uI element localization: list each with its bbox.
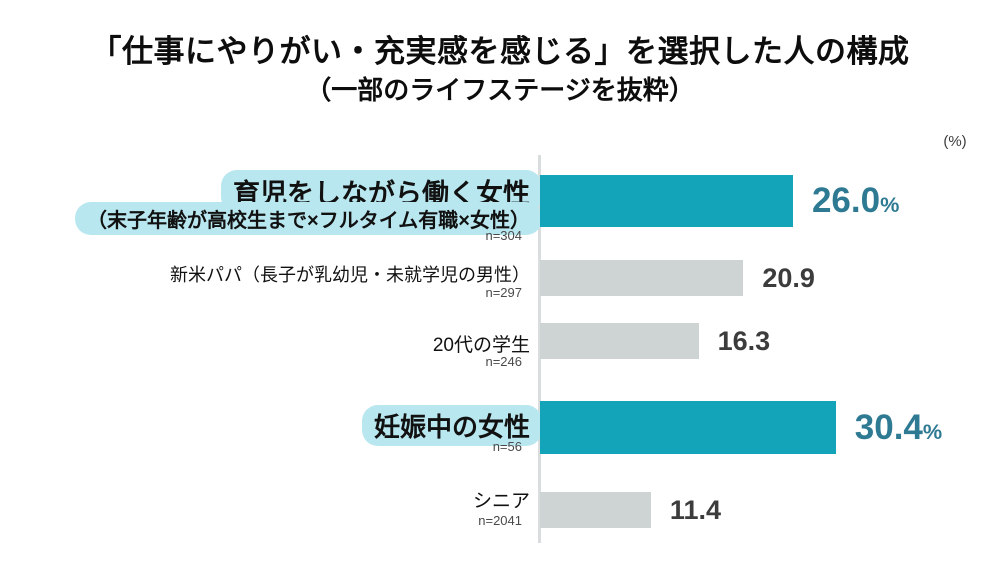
bar-value: 11.4 xyxy=(670,492,721,528)
sample-size-label: n=297 xyxy=(485,285,522,300)
bar-value-percent-sign: % xyxy=(880,192,900,217)
bar-value-number: 26.0 xyxy=(811,181,881,220)
sample-size-label: n=2041 xyxy=(478,513,522,528)
bar-value-number: 11.4 xyxy=(669,495,721,525)
chart-row-students-20s: 20代の学生 n=246 16.3 xyxy=(0,321,1000,369)
chart-title: 「仕事にやりがい・充実感を感じる」を選択した人の構成 xyxy=(90,34,910,69)
unit-label: (%) xyxy=(943,133,967,150)
axis-line xyxy=(538,155,541,543)
sample-size-label: n=246 xyxy=(485,354,522,369)
sample-size-label: n=304 xyxy=(485,228,522,243)
chart-row-seniors: シニア n=2041 11.4 xyxy=(0,484,1000,532)
label-highlight: 妊娠中の女性 xyxy=(361,405,542,446)
bar-value: 30.4% xyxy=(855,401,942,454)
bar-value-percent-sign: % xyxy=(922,419,943,444)
chart-subtitle: （一部のライフステージを抜粋） xyxy=(305,75,695,105)
bar-value-number: 20.9 xyxy=(762,263,815,293)
bar xyxy=(540,175,793,227)
sample-size-label: n=56 xyxy=(492,439,522,454)
bar-value: 16.3 xyxy=(718,323,771,359)
bar-value: 26.0% xyxy=(812,175,899,227)
bar-value-number: 30.4 xyxy=(854,408,923,447)
category-label: 新米パパ（長子が乳幼児・未就学児の男性） xyxy=(170,265,530,285)
chart-row-pregnant-women: 妊娠中の女性 n=56 30.4% xyxy=(0,398,1000,458)
category-sublabel: （末子年齢が高校生まで×フルタイム有職×女性） xyxy=(0,202,542,235)
bar xyxy=(540,323,699,359)
category-label: 20代の学生 xyxy=(432,335,530,356)
chart-row-working-mothers: 育児をしながら働く女性 （末子年齢が高校生まで×フルタイム有職×女性） n=30… xyxy=(0,170,1000,246)
bar xyxy=(540,260,744,296)
chart-row-new-fathers: 新米パパ（長子が乳幼児・未就学児の男性） n=297 20.9 xyxy=(0,258,1000,304)
bar-value: 20.9 xyxy=(762,260,815,296)
bar-value-number: 16.3 xyxy=(717,326,771,356)
label-highlight: （末子年齢が高校生まで×フルタイム有職×女性） xyxy=(75,202,542,235)
bar xyxy=(540,492,651,528)
bar xyxy=(540,401,836,454)
category-label: シニア xyxy=(472,491,530,512)
category-label: 妊娠中の女性 xyxy=(0,405,542,446)
